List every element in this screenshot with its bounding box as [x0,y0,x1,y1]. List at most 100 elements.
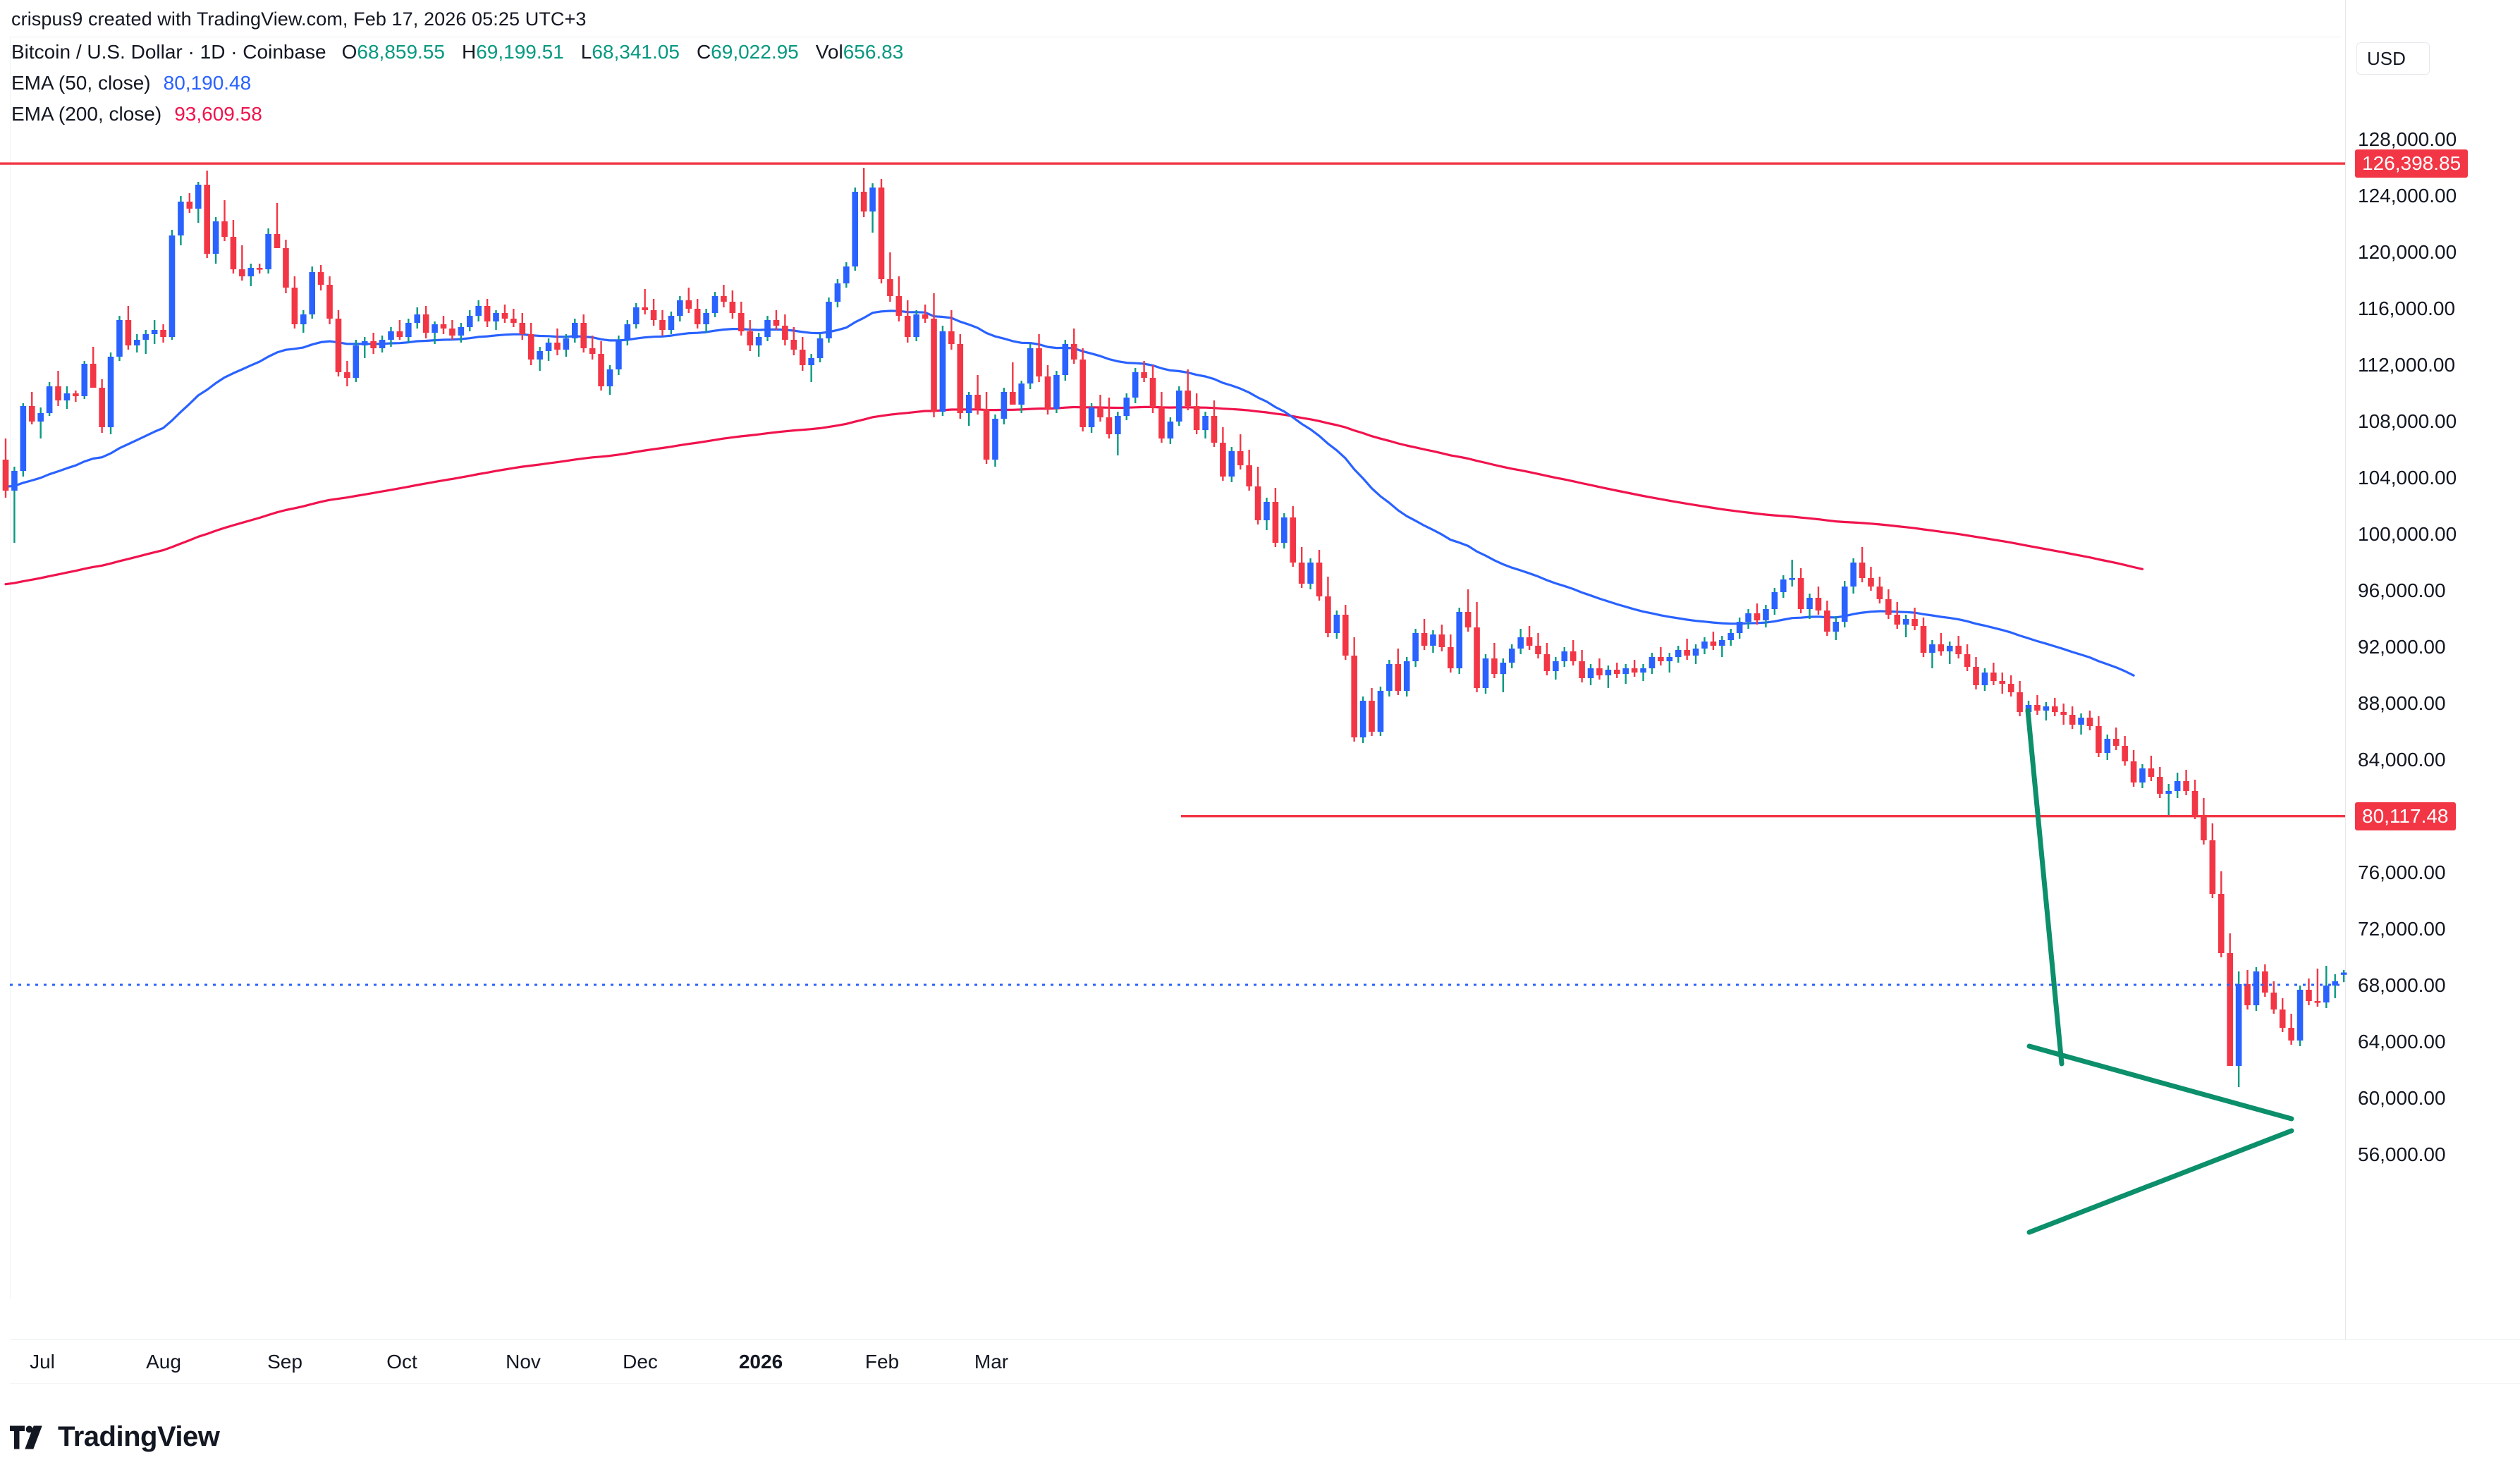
candle-body [624,324,631,340]
candle [1448,634,1454,673]
attribution-text: crispus9 created with TradingView.com, F… [11,8,587,30]
candle [2244,970,2251,1009]
candle [2043,702,2050,720]
candle-body [1763,609,1769,620]
price-axis[interactable]: 128,000.00 124,000.00 120,000.00 116,000.00… [2351,0,2520,1339]
candle [1771,588,1778,615]
candle [28,392,35,424]
price-badge[interactable]: 80,117.48 [2355,802,2456,830]
candle [738,302,745,336]
time-axis[interactable]: Jul Aug Sep Oct Nov Dec 2026 Feb Mar [0,1339,2345,1383]
candle-body [2069,715,2076,725]
candle [1500,658,1507,692]
candle [1036,334,1042,382]
candle [432,321,438,344]
candle [1001,388,1008,424]
candle [1456,608,1463,674]
candle-body [1430,634,1436,646]
candle-body [81,364,88,396]
candle [484,299,491,327]
ohlc-values: O68,859.55 H69,199.51 L68,341.05 C69,022.95… [342,41,921,63]
price-tick: 92,000.00 [2358,636,2446,658]
candle-body [563,338,570,350]
tradingview-logo: TradingView [10,1421,220,1453]
candle-body [1613,670,1620,674]
trendline-wedge-upper[interactable] [2026,1043,2294,1122]
candle [63,386,71,409]
candle [843,262,850,288]
candle-body [2306,990,2312,1001]
candle [747,320,753,351]
candle-body [195,185,202,209]
candle-body [1675,650,1682,657]
candle [1876,577,1883,603]
candle [668,312,675,334]
price-badge[interactable]: 126,398.85 [2355,149,2469,178]
candle [326,276,333,324]
candle [2306,978,2312,1005]
legend-ema200-row[interactable]: EMA (200, close) 93,609.58 [11,103,2338,134]
time-tick: 2026 [738,1351,783,1373]
candle-body [1938,644,1945,651]
candle-body [721,296,727,302]
candle [1701,637,1708,654]
candle-body [1132,372,1139,398]
candle [1902,615,1909,637]
candle-body [1508,649,1515,663]
currency-button[interactable]: USD [2356,42,2430,75]
candle [799,337,806,371]
price-tick: 120,000.00 [2358,241,2457,263]
candle-body [1868,578,1874,587]
candle-body [1981,673,1988,685]
candle-body [2165,791,2172,794]
candle [1395,649,1402,695]
candle-body [1044,376,1051,409]
candle-body [178,202,184,235]
candle [99,379,105,433]
candle [2096,716,2102,757]
legend-symbol-row[interactable]: Bitcoin / U.S. Dollar · 1D · Coinbase O6… [11,41,2338,72]
candle-body [396,331,403,337]
legend-ema50-row[interactable]: EMA (50, close) 80,190.48 [11,72,2338,103]
candle [335,310,342,376]
candle-body [151,330,158,334]
candle [1237,434,1244,470]
candle [939,326,946,416]
candle-body [816,338,824,358]
candle-body [1876,587,1883,599]
candle [1149,365,1156,413]
candle [1999,673,2006,694]
candle [887,252,893,302]
candle-body [1824,610,1830,632]
candle-body [1710,642,1717,646]
candle-body [2201,815,2207,840]
chart-canvas[interactable] [0,0,2520,1339]
candle-body [440,324,447,329]
candle-body [2139,768,2146,783]
candle-body [1920,626,1927,653]
candle-body [1684,650,1690,656]
candle [1833,616,1840,640]
candle-body [1797,578,1804,609]
candle-body [90,364,97,388]
candle [1264,498,1270,530]
candle [46,382,53,416]
candle-body [1097,407,1103,417]
trendline-downtrend-steep[interactable] [2025,708,2065,1067]
candle-body [2270,993,2277,1009]
candle-body [1806,598,1813,609]
candle [1482,654,1489,694]
candle-body [668,316,675,330]
candle-body [414,314,421,323]
candle [361,337,368,358]
candle [1088,403,1095,433]
price-tick: 108,000.00 [2358,410,2457,432]
candle [1062,340,1069,381]
candle-body [1036,348,1042,376]
candle-body [291,288,298,324]
candle [852,188,859,271]
candle-body [808,358,814,365]
candle-body [860,192,867,211]
trendline-wedge-lower[interactable] [2026,1128,2294,1235]
